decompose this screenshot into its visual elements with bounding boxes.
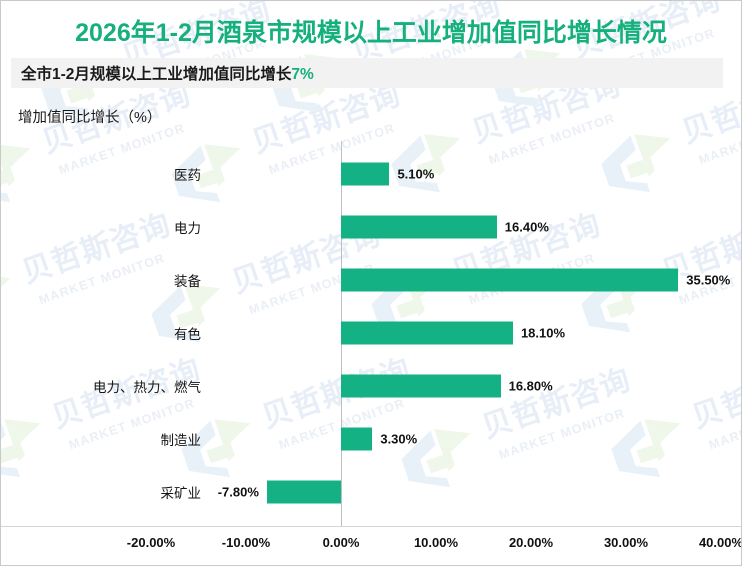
bar-value-label: -7.80% (217, 484, 259, 500)
subtitle: 全市1-2月规模以上工业增加值同比增长7% (21, 62, 314, 84)
subtitle-highlight-value: 7% (291, 66, 314, 83)
bar-value-label: 5.10% (397, 166, 435, 182)
category-label: 装备 (174, 274, 201, 289)
bar (341, 268, 679, 292)
category-label: 电力 (174, 221, 201, 236)
bar (266, 480, 341, 504)
x-axis-tick-label: -20.00% (126, 535, 176, 550)
category-label: 有色 (174, 327, 201, 342)
category-label: 采矿业 (160, 486, 202, 501)
bar (341, 374, 501, 398)
bar-value-label: 35.50% (686, 272, 731, 288)
plot-area: 医药 5.10% 电力 16.40% 装备 35.50% 有色 18.10% 电力、热力、燃气 1… (1, 141, 741, 526)
x-axis-tick-label: 40.00% (698, 535, 742, 550)
bar (341, 321, 513, 345)
x-axis-line (1, 526, 741, 527)
value-axis-title: 增加值同比增长（%） (18, 110, 162, 126)
bar-value-label: 18.10% (520, 325, 566, 341)
x-axis-tick-label: 10.00% (413, 535, 459, 550)
subtitle-band (11, 58, 723, 88)
bar-value-label: 3.30% (380, 431, 418, 447)
category-label: 电力、热力、燃气 (93, 380, 201, 395)
bar (341, 215, 497, 239)
x-axis-tick-label: 0.00% (322, 535, 360, 550)
category-label: 制造业 (160, 433, 202, 448)
category-label: 医药 (174, 168, 201, 183)
bar-value-label: 16.40% (504, 219, 549, 235)
bar (341, 162, 390, 186)
x-axis-tick-label: -10.00% (221, 535, 271, 550)
x-axis-tick-label: 30.00% (603, 535, 649, 550)
subtitle-prefix: 全市1-2月规模以上工业增加值同比增长 (21, 66, 292, 83)
bar-value-label: 16.80% (508, 378, 553, 394)
bar (341, 427, 373, 451)
chart-title: 2026年1-2月酒泉市规模以上工业增加值同比增长情况 (75, 19, 667, 47)
x-axis-tick-label: 20.00% (508, 535, 554, 550)
